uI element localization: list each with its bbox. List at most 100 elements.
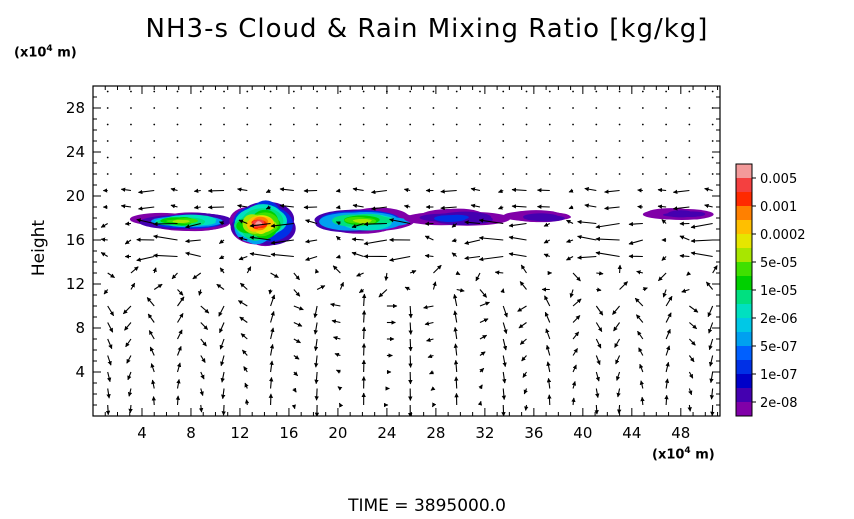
grid-dot bbox=[641, 140, 644, 142]
wind-vector bbox=[243, 366, 248, 373]
wind-vector bbox=[708, 338, 714, 351]
grid-dot bbox=[176, 90, 179, 93]
grid-dot bbox=[316, 123, 319, 126]
wind-vector bbox=[478, 218, 504, 225]
wind-vector bbox=[270, 327, 275, 340]
wind-vector bbox=[404, 286, 411, 291]
wind-vector bbox=[662, 289, 667, 298]
y-axis: 4 8 12 16 20 24 28 bbox=[66, 96, 720, 406]
wind-vector bbox=[690, 238, 713, 244]
wind-vector bbox=[566, 238, 574, 243]
wind-vector bbox=[688, 388, 693, 396]
wind-vector bbox=[517, 305, 527, 312]
colorbar-swatch bbox=[736, 402, 752, 417]
wind-vector bbox=[249, 222, 271, 228]
wind-vector bbox=[193, 205, 201, 210]
wind-vector bbox=[616, 388, 621, 398]
grid-dot bbox=[223, 156, 225, 159]
wind-vector bbox=[453, 310, 458, 323]
grid-dot bbox=[479, 173, 481, 175]
wind-vector bbox=[545, 344, 551, 356]
grid-dot bbox=[502, 90, 505, 93]
wind-vector bbox=[433, 264, 442, 274]
wind-vector bbox=[508, 222, 527, 228]
grid-dot bbox=[502, 140, 505, 142]
grid-dot bbox=[362, 140, 365, 142]
wind-vector bbox=[519, 281, 527, 290]
wind-vector bbox=[107, 355, 112, 366]
wind-vector bbox=[238, 219, 248, 225]
wind-vector bbox=[352, 187, 364, 192]
wind-vector bbox=[523, 388, 528, 395]
wind-vector bbox=[508, 235, 527, 241]
grid-dot bbox=[618, 173, 621, 175]
wind-vector bbox=[153, 253, 178, 258]
wind-vector bbox=[200, 305, 210, 314]
wind-vector bbox=[628, 221, 643, 227]
wind-vector bbox=[106, 371, 112, 383]
wind-vector bbox=[642, 287, 648, 292]
grid-dot bbox=[362, 107, 365, 109]
grid-dot bbox=[339, 173, 342, 175]
wind-vector bbox=[502, 355, 507, 368]
grid-dot bbox=[130, 173, 132, 175]
wind-vector bbox=[237, 203, 248, 209]
wind-vector bbox=[221, 388, 226, 400]
wind-vector bbox=[389, 218, 411, 225]
wind-vector bbox=[544, 295, 551, 307]
wind-vector bbox=[544, 311, 551, 323]
wind-vector bbox=[177, 296, 185, 307]
wind-vector bbox=[408, 305, 413, 319]
wind-vector bbox=[103, 289, 109, 295]
wind-vector bbox=[451, 238, 457, 243]
wind-vector bbox=[687, 404, 692, 412]
wind-vector bbox=[432, 281, 437, 290]
grid-dot bbox=[362, 90, 365, 93]
wind-vector bbox=[198, 289, 203, 296]
wind-vector bbox=[216, 283, 225, 290]
grid-dot bbox=[688, 107, 691, 109]
wind-vector bbox=[238, 236, 248, 241]
grid-dot bbox=[711, 156, 714, 159]
wind-vector bbox=[336, 369, 341, 374]
colorbar-label: 2e-06 bbox=[760, 312, 798, 327]
colorbar-swatch bbox=[736, 304, 752, 319]
wind-vector bbox=[688, 355, 695, 363]
wind-vector bbox=[270, 294, 276, 307]
grid-dot bbox=[386, 140, 388, 142]
grid-dot bbox=[176, 123, 179, 126]
grid-dot bbox=[525, 107, 528, 109]
grid-dot bbox=[409, 156, 412, 159]
grid-dot bbox=[455, 140, 458, 142]
grid-dot bbox=[223, 173, 225, 175]
wind-vector bbox=[219, 239, 225, 244]
grid-dot bbox=[409, 140, 412, 142]
grid-dot bbox=[525, 173, 528, 175]
wind-vector bbox=[218, 221, 225, 226]
grid-dot bbox=[688, 90, 691, 93]
wind-vector bbox=[679, 253, 690, 259]
wind-vector bbox=[361, 293, 367, 307]
grid-dot bbox=[455, 156, 458, 159]
wind-vector bbox=[177, 329, 183, 340]
wind-vector bbox=[594, 404, 599, 415]
wind-vector bbox=[363, 239, 388, 246]
y-tick-label: 24 bbox=[66, 143, 85, 161]
wind-vector bbox=[333, 336, 341, 341]
wind-vector bbox=[568, 188, 574, 193]
wind-vector bbox=[149, 346, 155, 356]
wind-vector bbox=[521, 355, 527, 362]
grid-dot bbox=[572, 90, 574, 93]
wind-vector bbox=[595, 388, 600, 399]
grid-dot bbox=[269, 140, 272, 142]
wind-vector bbox=[371, 206, 387, 211]
grid-dot bbox=[618, 123, 621, 126]
wind-vector bbox=[477, 400, 483, 406]
wind-vector bbox=[479, 289, 488, 298]
wind-vector bbox=[239, 316, 248, 323]
wind-vector bbox=[332, 265, 341, 274]
wind-vector bbox=[704, 203, 713, 209]
grid-dot bbox=[432, 140, 435, 142]
wind-vector bbox=[313, 305, 318, 319]
colorbar-swatch bbox=[736, 276, 752, 291]
